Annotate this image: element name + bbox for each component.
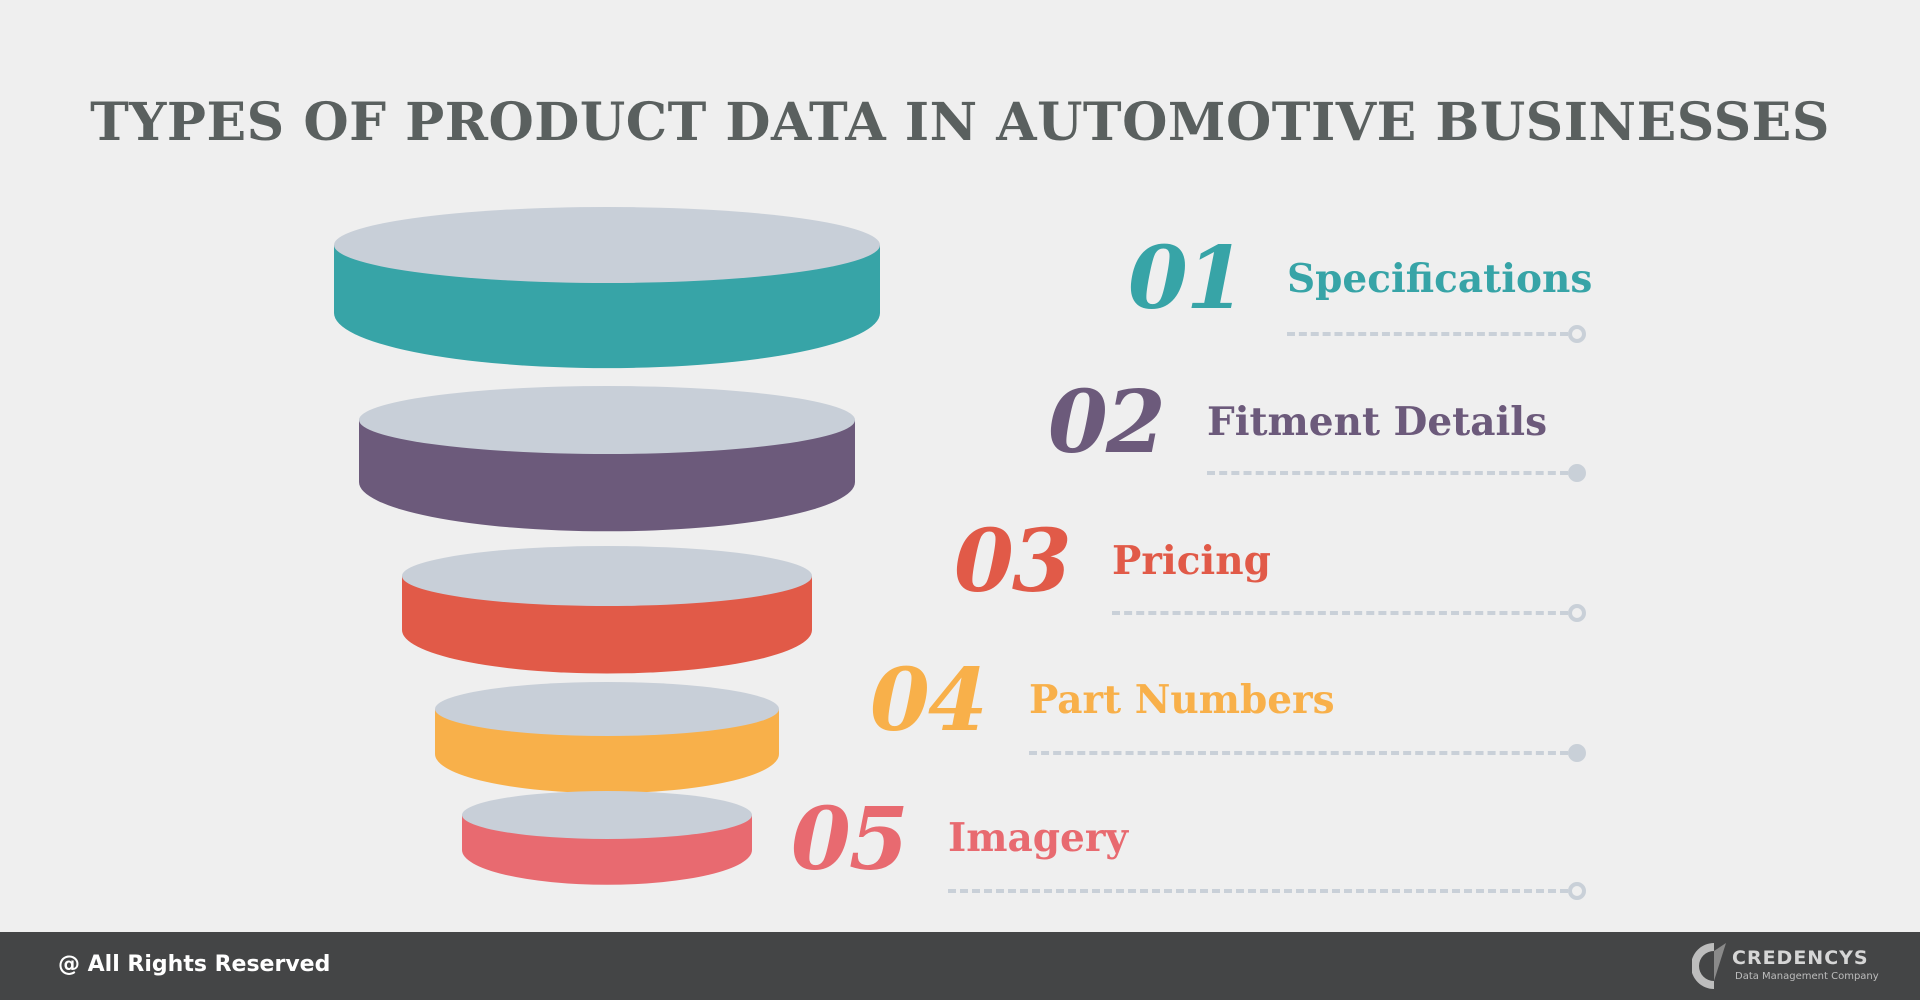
step-number: 02 bbox=[1048, 372, 1166, 473]
funnel-disc-05 bbox=[462, 791, 752, 885]
step-connector-line bbox=[1287, 332, 1568, 336]
step-connector-line bbox=[948, 889, 1568, 893]
footer: @ All Rights Reserved CREDENCYS Data Man… bbox=[0, 932, 1920, 1000]
funnel-disc-01 bbox=[334, 207, 880, 369]
funnel-diagram bbox=[334, 207, 880, 885]
logo-name: CREDENCYS bbox=[1732, 947, 1869, 969]
funnel-disc-02 bbox=[359, 386, 855, 532]
step-connector-line bbox=[1112, 611, 1568, 615]
company-logo: CREDENCYS Data Management Company bbox=[1692, 941, 1879, 991]
step-connector-line bbox=[1207, 471, 1568, 475]
connector-end-dot-icon bbox=[1568, 604, 1586, 622]
page-title: TYPES OF PRODUCT DATA IN AUTOMOTIVE BUSI… bbox=[90, 92, 1830, 153]
step-label: Part Numbers bbox=[1029, 677, 1335, 723]
connector-end-dot-icon bbox=[1568, 325, 1586, 343]
funnel-disc-04 bbox=[435, 682, 779, 794]
step-label: Specifications bbox=[1287, 256, 1593, 302]
step-number: 03 bbox=[954, 511, 1072, 612]
step-connector-line bbox=[1029, 751, 1568, 755]
step-label: Fitment Details bbox=[1207, 399, 1548, 445]
funnel-disc-03 bbox=[402, 546, 812, 674]
step-number: 01 bbox=[1128, 228, 1246, 329]
copyright-text: @ All Rights Reserved bbox=[58, 952, 331, 977]
logo-tagline: Data Management Company bbox=[1735, 971, 1879, 982]
step-number: 04 bbox=[870, 650, 988, 751]
funnel-disc-top bbox=[402, 546, 812, 606]
step-label: Pricing bbox=[1112, 538, 1271, 584]
logo-mark-icon bbox=[1692, 943, 1726, 989]
funnel-disc-top bbox=[359, 386, 855, 454]
funnel-disc-top bbox=[334, 207, 880, 283]
step-label: Imagery bbox=[948, 815, 1129, 861]
connector-end-dot-icon bbox=[1568, 464, 1586, 482]
connector-end-dot-icon bbox=[1568, 744, 1586, 762]
funnel-disc-top bbox=[435, 682, 779, 736]
connector-end-dot-icon bbox=[1568, 882, 1586, 900]
step-number: 05 bbox=[791, 789, 909, 890]
funnel-disc-top bbox=[462, 791, 752, 839]
